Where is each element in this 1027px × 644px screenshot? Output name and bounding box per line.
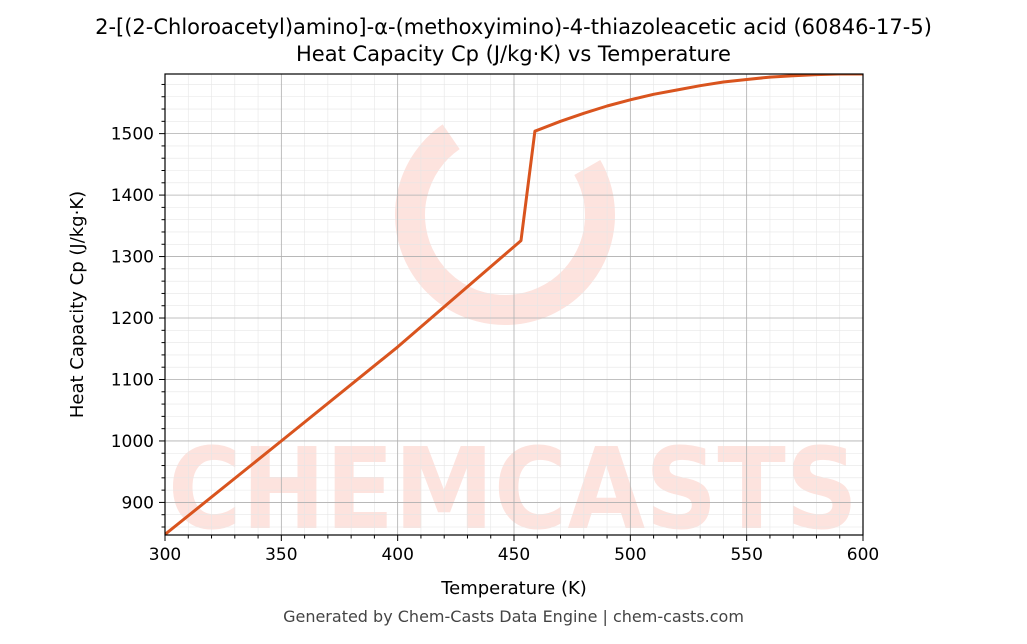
- x-tick-label: 550: [730, 545, 762, 565]
- y-axis-label: Heat Capacity Cp (J/kg·K): [67, 191, 88, 418]
- axis-ticks: 300 350 400 450 500 550 600 900 1000 1100 1200 1300…: [111, 83, 879, 565]
- y-tick-label: 1400: [111, 186, 154, 206]
- watermark-logo: [395, 105, 615, 325]
- x-axis-label: Temperature (K): [440, 578, 587, 599]
- x-tick-label: 600: [847, 545, 879, 565]
- x-tick-label: 300: [149, 545, 181, 565]
- x-tick-label: 450: [498, 545, 530, 565]
- y-tick-label: 1000: [111, 432, 154, 452]
- footer-credit: Generated by Chem-Casts Data Engine | ch…: [283, 607, 744, 626]
- x-tick-label: 350: [265, 545, 297, 565]
- x-tick-label: 400: [381, 545, 413, 565]
- y-tick-label: 1100: [111, 370, 154, 390]
- series-layer: [165, 74, 863, 535]
- chart-title: 2-[(2-Chloroacetyl)amino]-α-(methoxyimin…: [95, 15, 932, 39]
- y-tick-label: 1200: [111, 309, 154, 329]
- y-tick-label: 900: [122, 493, 154, 513]
- chart-subtitle: Heat Capacity Cp (J/kg·K) vs Temperature: [296, 42, 731, 66]
- y-tick-label: 1500: [111, 125, 154, 145]
- x-tick-label: 500: [614, 545, 646, 565]
- series-line: [165, 74, 863, 535]
- y-tick-label: 1300: [111, 248, 154, 268]
- heat-capacity-chart: CHEMCASTS 300 350 400 450 500 550 600 900 1000 11…: [67, 73, 879, 599]
- watermark: CHEMCASTS: [168, 105, 858, 555]
